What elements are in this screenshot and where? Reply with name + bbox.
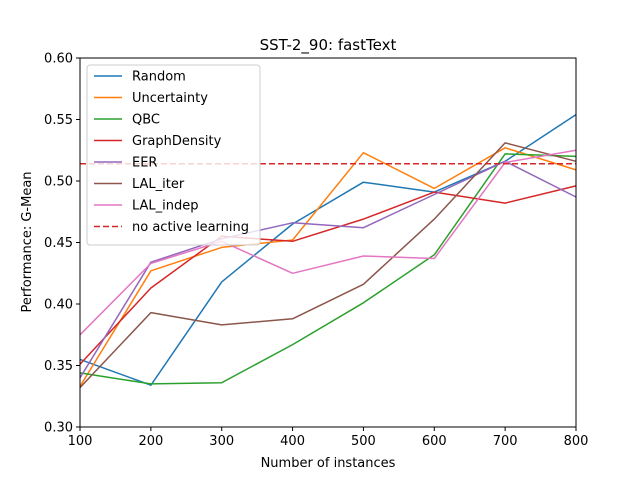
series-line-graphdensity — [79, 185, 577, 365]
y-axis: 0.30 0.35 0.40 0.45 0.50 0.55 0.60 — [44, 52, 80, 436]
series-line-eer — [79, 160, 577, 379]
x-tick-label: 300 — [209, 434, 234, 449]
legend-label: GraphDensity — [132, 134, 222, 149]
x-tick-label: 200 — [138, 434, 163, 449]
x-tick-label: 600 — [422, 434, 447, 449]
x-tick-label: 700 — [493, 434, 518, 449]
y-tick-label: 0.40 — [44, 298, 73, 313]
legend-box — [86, 64, 261, 246]
y-tick-label: 0.35 — [44, 359, 73, 374]
x-axis: 100 200 300 400 500 600 700 800 — [68, 427, 589, 449]
legend-label: Uncertainty — [132, 91, 208, 106]
series-line-lal-indep — [79, 149, 577, 336]
legend-label: no active learning — [132, 220, 249, 235]
y-tick-label: 0.60 — [44, 52, 73, 67]
y-tick-label: 0.45 — [44, 236, 73, 251]
x-tick-label: 400 — [280, 434, 305, 449]
x-tick-label: 500 — [351, 434, 376, 449]
series-line-lal-iter — [79, 142, 577, 389]
legend-label: QBC — [132, 113, 160, 128]
series-line-qbc — [79, 153, 577, 385]
chart-title: SST-2_90: fastText — [260, 36, 397, 55]
y-axis-label: Performance: G-Mean — [20, 171, 35, 312]
y-tick-label: 0.55 — [44, 113, 73, 128]
x-tick-label: 100 — [68, 434, 93, 449]
y-tick-label: 0.50 — [44, 175, 73, 190]
legend: Random Uncertainty QBC GraphDensity EER LAL_i… — [86, 64, 261, 246]
y-tick-label: 0.30 — [44, 421, 73, 436]
x-tick-label: 800 — [564, 434, 589, 449]
x-axis-label: Number of instances — [261, 456, 396, 471]
legend-label: Random — [132, 70, 186, 85]
legend-label: EER — [132, 156, 157, 171]
legend-label: LAL_iter — [132, 177, 185, 192]
legend-label: LAL_indep — [132, 199, 199, 214]
